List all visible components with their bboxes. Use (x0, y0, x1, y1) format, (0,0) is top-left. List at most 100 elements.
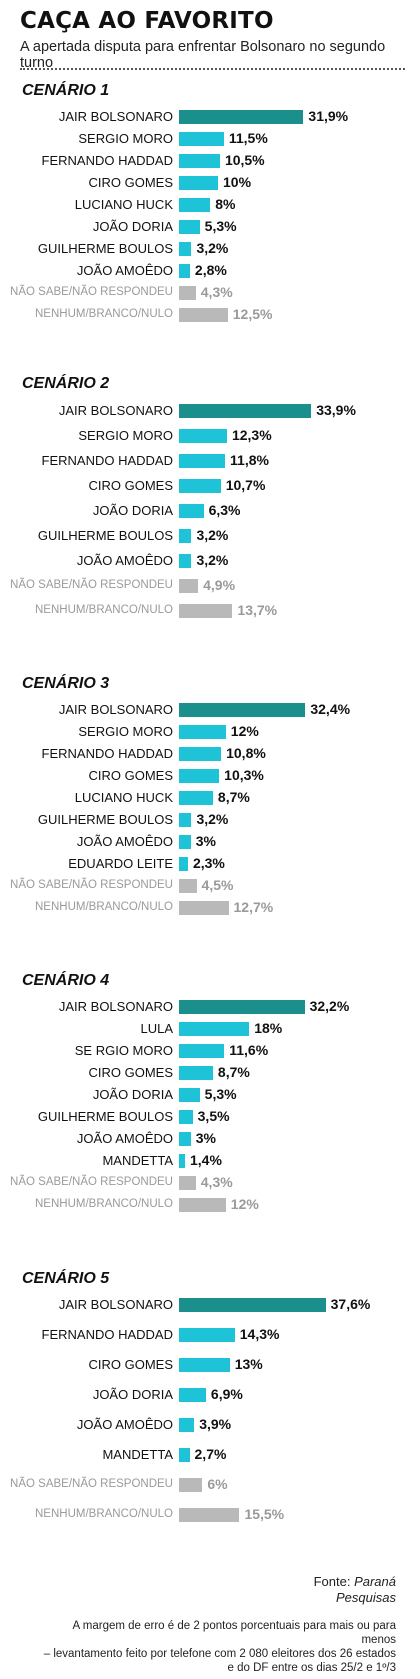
bar-row: CIRO GOMES 10,3% (0, 765, 420, 787)
bar-row: NÃO SABE/NÃO RESPONDEU 6% (0, 1474, 420, 1496)
bar (179, 747, 222, 761)
bar-category-label: FERNANDO HADDAD (41, 1327, 173, 1342)
bar-row: LULA 18% (0, 1018, 420, 1040)
bar-row: JAIR BOLSONARO 33,9% (0, 400, 420, 422)
bar-row: SERGIO MORO 11,5% (0, 128, 420, 150)
bar-value-label: 8,7% (217, 1064, 250, 1080)
bar-value-label: 11,8% (230, 452, 269, 468)
scenario-title: CENÁRIO 3 (22, 675, 110, 692)
bar-row: MANDETTA 2,7% (0, 1444, 420, 1466)
bar (179, 1298, 326, 1312)
bar (179, 110, 304, 124)
bar-row: JOÃO AMOÊDO 3% (0, 1128, 420, 1150)
bar-row: FERNANDO HADDAD 10,5% (0, 150, 420, 172)
bar-value-label: 6,3% (208, 502, 241, 518)
bar-row: NENHUM/BRANCO/NULO 12,7% (0, 897, 420, 919)
bar-row: JOÃO DORIA 5,3% (0, 1084, 420, 1106)
bar-row: JOÃO AMOÊDO 2,8% (0, 260, 420, 282)
bar (179, 813, 192, 827)
bar (179, 1154, 185, 1168)
bar-value-label: 8,7% (217, 789, 250, 805)
bar-category-label: NENHUM/BRANCO/NULO (34, 308, 173, 320)
bar-value-label: 11,5% (228, 130, 268, 146)
bar-row: NÃO SABE/NÃO RESPONDEU 4,3% (0, 1172, 420, 1194)
bar-category-label: JOÃO AMOÊDO (76, 834, 173, 849)
bar (179, 835, 191, 849)
bar-value-label: 13% (234, 1356, 263, 1372)
bar-row: NENHUM/BRANCO/NULO 13,7% (0, 600, 420, 622)
bar-value-label: 6,9% (210, 1386, 243, 1402)
bar-category-label: JOÃO DORIA (92, 1387, 173, 1402)
bar-row: CIRO GOMES 10% (0, 172, 420, 194)
page-subtitle: A apertada disputa para enfrentar Bolson… (20, 39, 386, 71)
bar (179, 1176, 196, 1190)
bar (179, 1358, 230, 1372)
bar-category-label: GUILHERME BOULOS (37, 812, 173, 827)
bar-category-label: CIRO GOMES (88, 478, 173, 493)
bar-row: SERGIO MORO 12,3% (0, 425, 420, 447)
bar-category-label: CIRO GOMES (88, 1357, 173, 1372)
bar-category-label: EDUARDO LEITE (68, 856, 173, 871)
bar-value-label: 3,9% (199, 1416, 232, 1432)
bar-category-label: FERNANDO HADDAD (41, 453, 173, 468)
bar-row: LUCIANO HUCK 8% (0, 194, 420, 216)
bar-value-label: 12,5% (232, 306, 273, 322)
bar-value-label: 12,7% (233, 899, 274, 915)
bar-value-label: 10,8% (226, 745, 266, 761)
bar-value-label: 2,8% (194, 262, 227, 278)
bar (179, 242, 192, 256)
bar-row: FERNANDO HADDAD 10,8% (0, 743, 420, 765)
bar (179, 857, 188, 871)
bar-row: FERNANDO HADDAD 11,8% (0, 450, 420, 472)
scenario-title: CENÁRIO 2 (22, 375, 110, 392)
bar-row: FERNANDO HADDAD 14,3% (0, 1324, 420, 1346)
bar-value-label: 4,5% (201, 877, 234, 893)
bar (179, 479, 221, 493)
scenario-title: CENÁRIO 1 (22, 82, 110, 99)
bar-value-label: 32,4% (310, 701, 351, 717)
bar-value-label: 3,2% (196, 240, 229, 256)
bar-category-label: JOÃO DORIA (92, 1087, 173, 1102)
bar-category-label: GUILHERME BOULOS (37, 528, 173, 543)
bar-category-label: JOÃO AMOÊDO (76, 263, 173, 278)
bar-row: LUCIANO HUCK 8,7% (0, 787, 420, 809)
bar-value-label: 3% (195, 833, 216, 849)
bar-value-label: 2,7% (194, 1446, 227, 1462)
bar-value-label: 31,9% (308, 108, 349, 124)
bar-row: JAIR BOLSONARO 32,2% (0, 996, 420, 1018)
bar-value-label: 3,2% (196, 527, 229, 543)
bar-value-label: 5,3% (204, 1086, 237, 1102)
bar (179, 1478, 203, 1492)
scenario-title: CENÁRIO 5 (22, 1270, 110, 1287)
bar (179, 1044, 225, 1058)
bar-category-label: JOÃO DORIA (92, 503, 173, 518)
bar-row: SERGIO MORO 12% (0, 721, 420, 743)
bar (179, 504, 204, 518)
bar-category-label: NÃO SABE/NÃO RESPONDEU (10, 1478, 173, 1490)
bar-value-label: 4,9% (203, 577, 236, 593)
bar-category-label: NÃO SABE/NÃO RESPONDEU (10, 286, 173, 298)
bar-category-label: CIRO GOMES (88, 1065, 173, 1080)
bar (179, 1000, 305, 1014)
bar-value-label: 3,2% (196, 552, 229, 568)
source-name-line1: Paraná (354, 1574, 396, 1589)
bar-category-label: JAIR BOLSONARO (58, 702, 173, 717)
bar-category-label: NÃO SABE/NÃO RESPONDEU (10, 579, 173, 591)
bar-category-label: NENHUM/BRANCO/NULO (34, 1198, 173, 1210)
bar (179, 1066, 213, 1080)
bar-value-label: 2,3% (192, 855, 225, 871)
bar-row: NENHUM/BRANCO/NULO 12,5% (0, 304, 420, 326)
bar (179, 879, 197, 893)
bar-row: MANDETTA 1,4% (0, 1150, 420, 1172)
bar-category-label: NÃO SABE/NÃO RESPONDEU (10, 1176, 173, 1188)
bar-category-label: FERNANDO HADDAD (41, 746, 173, 761)
bar-category-label: GUILHERME BOULOS (37, 1109, 173, 1124)
bar-value-label: 13,7% (237, 602, 278, 618)
bar-category-label: JOÃO DORIA (92, 219, 173, 234)
bar-category-label: JAIR BOLSONARO (58, 999, 173, 1014)
bar-category-label: LULA (140, 1021, 173, 1036)
bar-value-label: 1,4% (190, 1152, 222, 1168)
bar-value-label: 33,9% (316, 402, 356, 418)
bar-category-label: GUILHERME BOULOS (37, 241, 173, 256)
